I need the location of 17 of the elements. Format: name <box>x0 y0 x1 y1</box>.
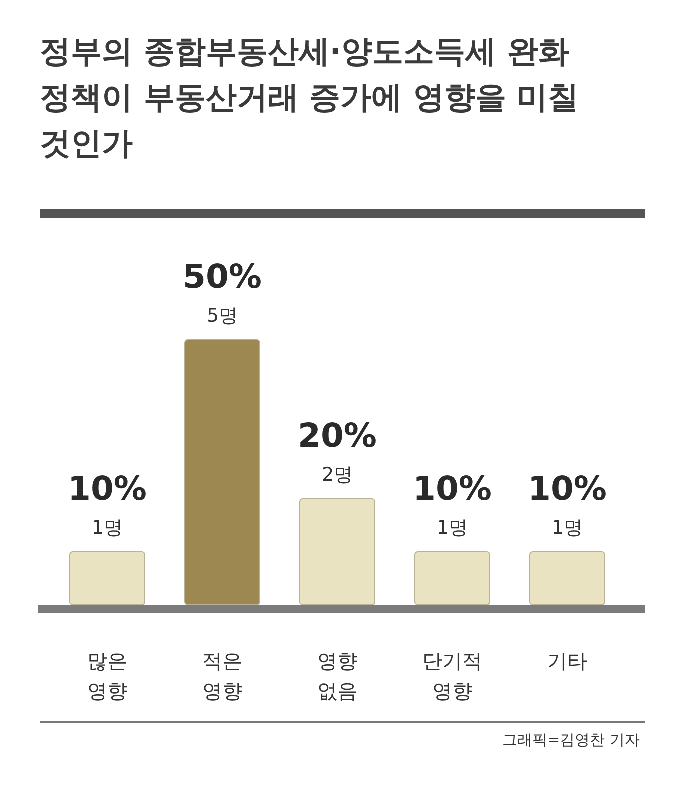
chart-title: 정부의 종합부동산세·양도소득세 완화 정책이 부동산거래 증가에 영향을 미칠 것인가 <box>40 34 580 162</box>
annotation: 5명 <box>206 305 238 327</box>
annotation: 1명 <box>92 517 124 539</box>
annotation: 1명 <box>552 517 584 539</box>
x-tick-label: 많은 영향 <box>88 649 128 703</box>
data-label: 10% <box>68 469 147 508</box>
data-label: 10% <box>528 469 607 508</box>
data-label: 20% <box>298 416 377 455</box>
text: 그래픽=김영찬 기자 <box>502 731 640 749</box>
x-tick-label: 기타 <box>548 649 588 673</box>
data-label: 10% <box>413 469 492 508</box>
annotation: 2명 <box>322 464 354 486</box>
data-label: 50% <box>183 257 262 296</box>
x-tick-label: 영향 없음 <box>318 649 358 703</box>
x-tick-label: 적은 영향 <box>202 649 242 703</box>
annotation: 1명 <box>436 517 468 539</box>
x-tick-label: 단기적 영향 <box>422 649 482 703</box>
